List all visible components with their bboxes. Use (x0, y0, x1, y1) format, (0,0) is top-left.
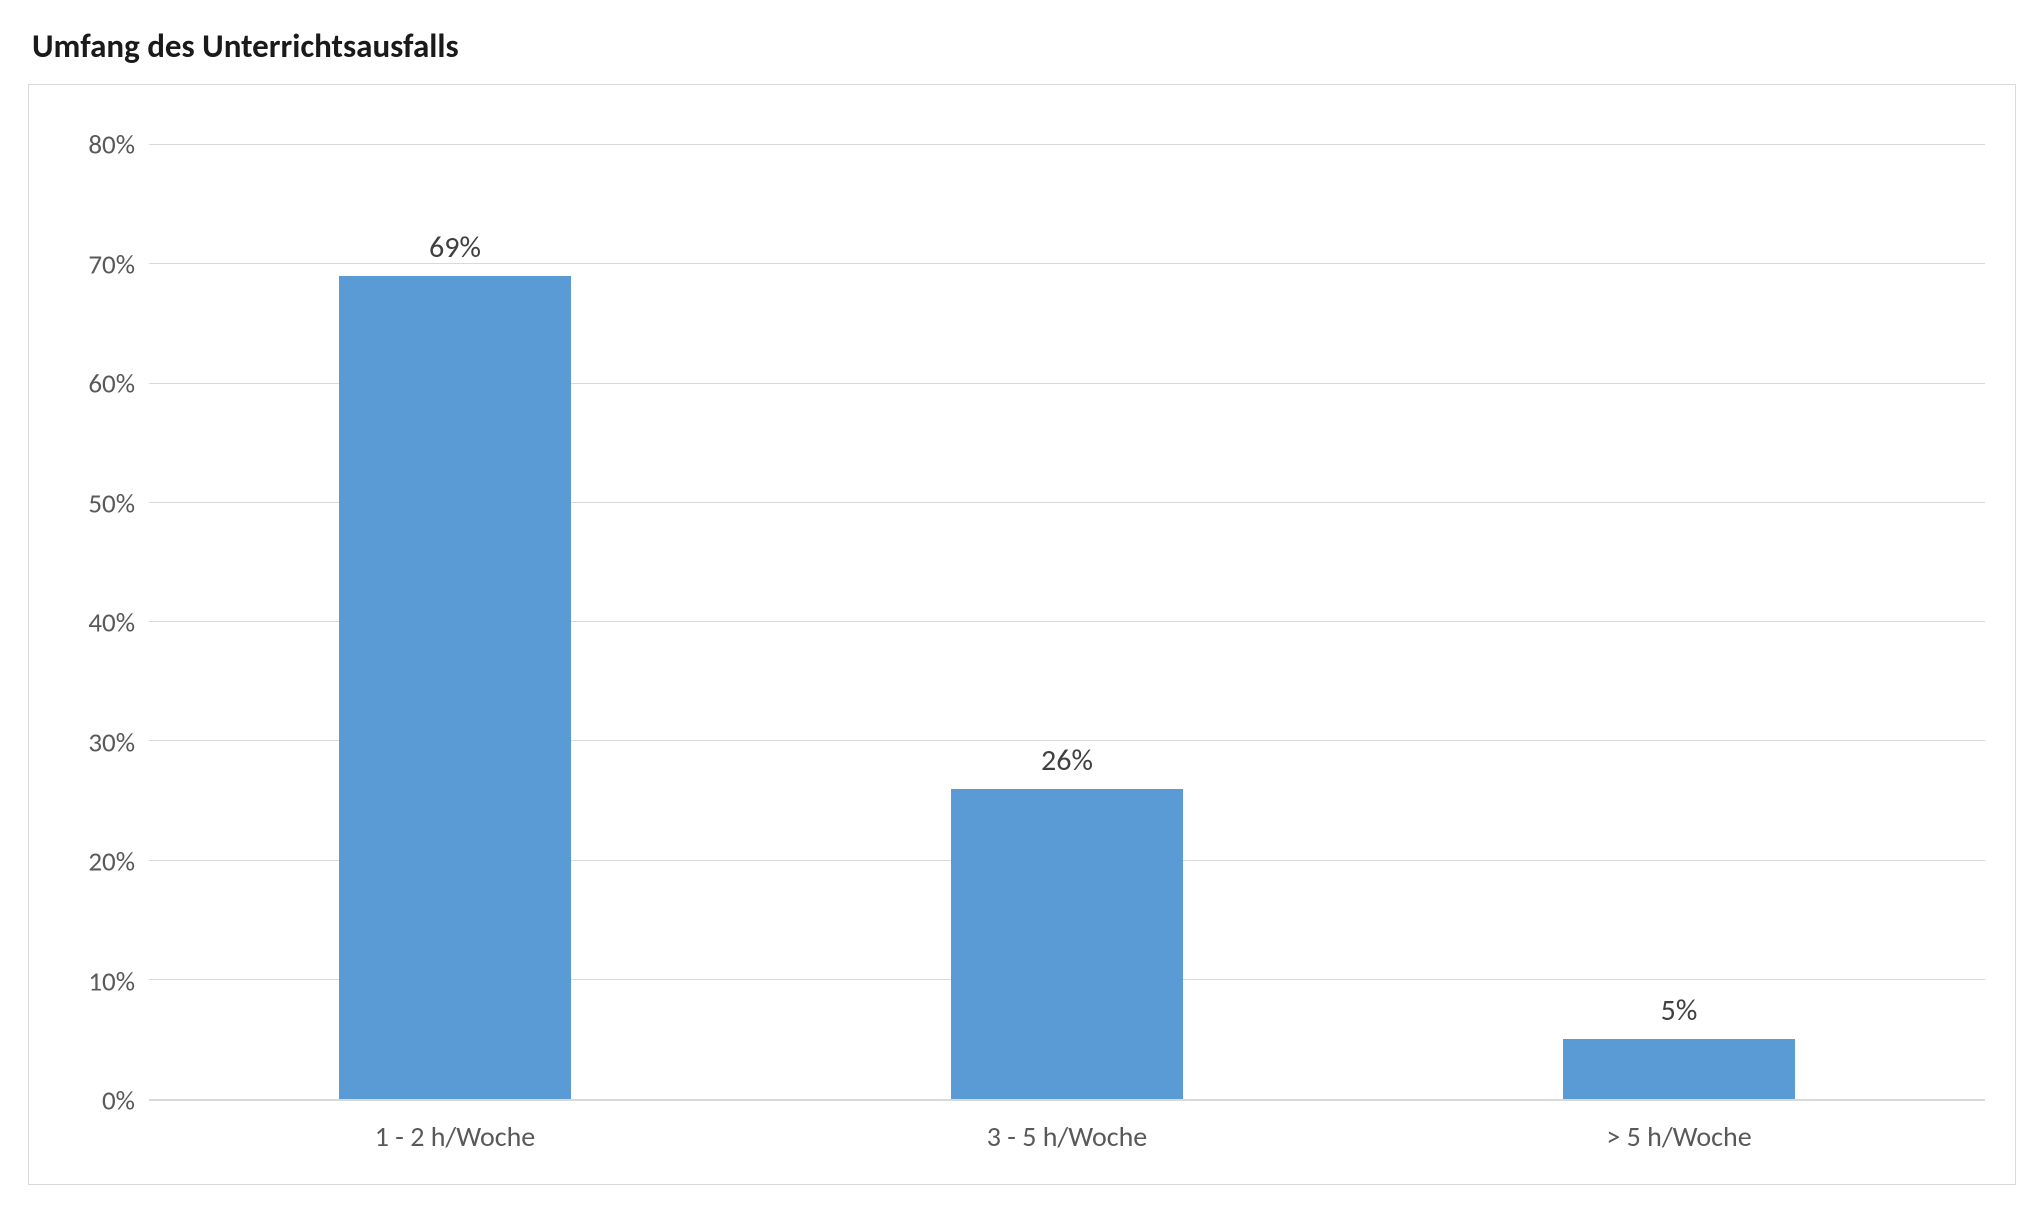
bar: 69% (339, 276, 572, 1099)
x-axis-spacer (59, 1119, 149, 1154)
page: Umfang des Unterrichtsausfalls 0% 10% 20% 3… (0, 0, 2044, 1213)
gridline (149, 263, 1985, 264)
bar-value-label: 26% (1041, 742, 1093, 779)
x-category-label: > 5 h/Woche (1373, 1119, 1985, 1154)
chart-container: 0% 10% 20% 30% 40% 50% 60% 70% 80% 69% 26% 5% 1 - … (28, 84, 2016, 1185)
y-tick-label: 70% (88, 248, 135, 281)
x-axis-labels: 1 - 2 h/Woche3 - 5 h/Woche> 5 h/Woche (149, 1119, 1985, 1154)
bar: 26% (951, 789, 1184, 1099)
y-tick-label: 40% (88, 607, 135, 640)
x-axis: 1 - 2 h/Woche3 - 5 h/Woche> 5 h/Woche (59, 1119, 1985, 1154)
y-tick-label: 20% (88, 846, 135, 879)
y-tick-label: 10% (88, 965, 135, 998)
y-axis: 0%10%20%30%40%50%60%70%80% (59, 145, 149, 1101)
y-tick-label: 0% (102, 1085, 135, 1118)
y-tick-label: 60% (88, 368, 135, 401)
plot-row: 0%10%20%30%40%50%60%70%80% 69%26%5% (59, 145, 1985, 1101)
x-category-label: 1 - 2 h/Woche (149, 1119, 761, 1154)
y-tick-label: 50% (88, 487, 135, 520)
y-tick-label: 30% (88, 726, 135, 759)
plot-area: 69% 26% 5% (149, 145, 1985, 1101)
x-category-label: 3 - 5 h/Woche (761, 1119, 1373, 1154)
bar-value-label: 69% (429, 229, 481, 266)
y-tick-label: 80% (88, 129, 135, 162)
chart-title: Umfang des Unterrichtsausfalls (32, 26, 2016, 66)
gridline (149, 144, 1985, 145)
bar-value-label: 5% (1661, 992, 1698, 1029)
bar: 5% (1563, 1039, 1796, 1099)
